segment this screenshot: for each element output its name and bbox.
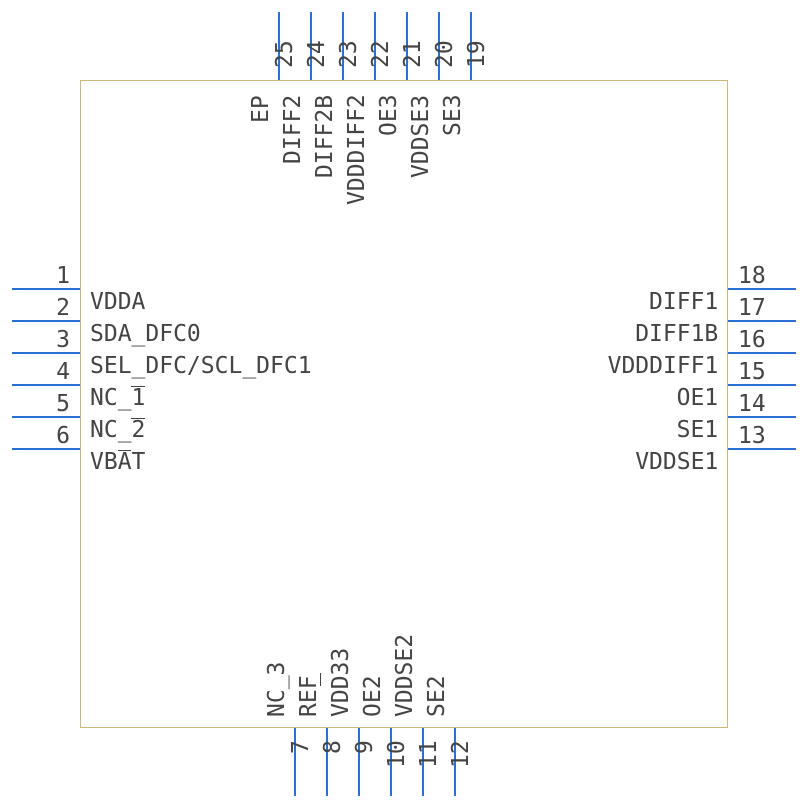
overbar [320, 673, 321, 687]
pin-lead [326, 728, 328, 796]
overbar [118, 450, 132, 451]
pin-number: 4 [0, 359, 70, 385]
pin-number: 11 [416, 740, 442, 768]
pin-number: 24 [304, 40, 330, 68]
pin-label: OE2 [360, 675, 386, 717]
pin-label: VDD33 [328, 648, 354, 717]
overbar [131, 418, 145, 419]
pin-label: DIFF2 [280, 95, 306, 164]
pin-number: 1 [0, 263, 70, 289]
pin-label: NC_2 [90, 417, 145, 443]
pin-number: 3 [0, 327, 70, 353]
pin-label: NC_3 [264, 662, 290, 717]
pin-label: REF [296, 675, 322, 717]
pin-label: SE1 [677, 417, 718, 443]
pin-label: DIFF1 [649, 289, 718, 315]
pin-number: 20 [432, 40, 458, 68]
chip-body [80, 80, 728, 728]
pin-number: 25 [272, 40, 298, 68]
pin-number: 23 [336, 40, 362, 68]
pin-number: 13 [738, 423, 766, 449]
pin-number: 10 [384, 740, 410, 768]
pin-number: 18 [738, 263, 766, 289]
overbar [131, 386, 145, 387]
pin-number: 22 [368, 40, 394, 68]
pin-number: 21 [400, 40, 426, 68]
pin-label: SE2 [424, 675, 450, 717]
pin-label: DIFF1B [635, 321, 718, 347]
pin-number: 2 [0, 295, 70, 321]
pin-label: VDDSE1 [635, 449, 718, 475]
pin-label: VDDSE2 [392, 634, 418, 717]
pin-label: NC_1 [90, 385, 145, 411]
pin-number: 5 [0, 391, 70, 417]
pin-number: 19 [464, 40, 490, 68]
pin-number: 17 [738, 295, 766, 321]
pin-number: 8 [320, 740, 346, 754]
pin-label: VDDDIFF1 [608, 353, 718, 379]
pin-lead [358, 728, 360, 796]
pin-label: VBAT [90, 449, 145, 475]
pin-label: OE3 [376, 95, 402, 137]
pin-number: 6 [0, 423, 70, 449]
pin-label: VDDDIFF2 [344, 95, 370, 206]
pin-label: SEL_DFC/SCL_DFC1 [90, 353, 312, 379]
pin-number: 7 [288, 740, 314, 754]
pin-number: 12 [448, 740, 474, 768]
pin-number: 15 [738, 359, 766, 385]
pin-label: EP [248, 95, 274, 123]
pin-number: 16 [738, 327, 766, 353]
pin-label: OE1 [677, 385, 718, 411]
pin-number: 14 [738, 391, 766, 417]
pin-label: DIFF2B [312, 95, 338, 178]
pin-label: SDA_DFC0 [90, 321, 201, 347]
pin-label: SE3 [440, 95, 466, 137]
pin-number: 9 [352, 740, 378, 754]
pin-label: VDDA [90, 289, 145, 315]
pin-label: VDDSE3 [408, 95, 434, 178]
pin-lead [294, 728, 296, 796]
